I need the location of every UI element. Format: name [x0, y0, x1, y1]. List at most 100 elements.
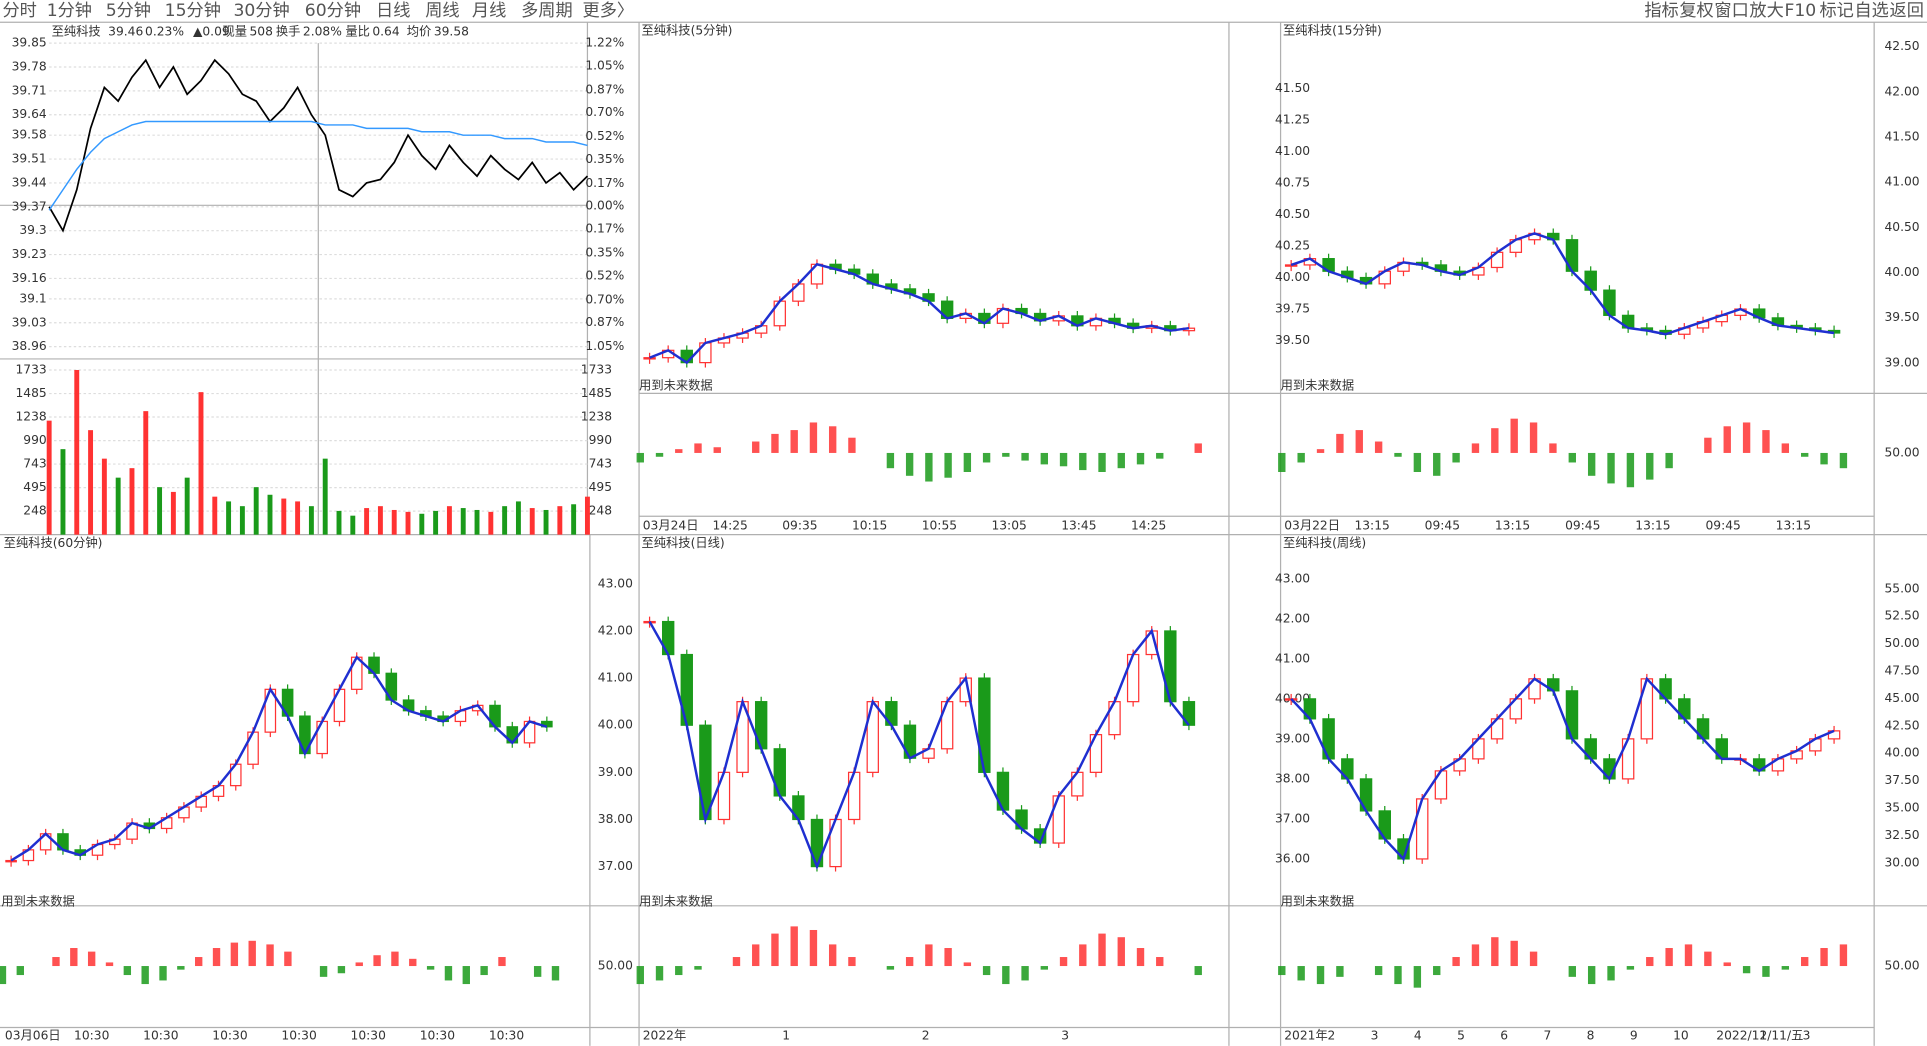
x-tick-label: 6	[1500, 1029, 1508, 1043]
oscillator-bar	[319, 966, 328, 977]
period-tab[interactable]: 分时	[2, 1, 36, 21]
toolbar-button[interactable]: 放大	[1749, 1, 1783, 21]
pct-tick-label: 0.70%	[585, 105, 624, 119]
period-tab[interactable]: 15分钟	[165, 1, 221, 21]
oscillator-bar	[1040, 452, 1049, 465]
field-value: 2.08%	[303, 25, 342, 39]
volume-bar	[584, 496, 590, 535]
oscillator-bar	[905, 957, 914, 967]
period-tab[interactable]: 多周期	[521, 1, 573, 21]
future-data-note: 用到未来数据	[1281, 894, 1355, 909]
oscillator-bar	[752, 944, 760, 967]
volume-bar	[336, 510, 342, 535]
period-tab[interactable]: 1分钟	[47, 1, 92, 21]
volume-tick-label: 1485	[581, 386, 612, 400]
period-tab[interactable]: 30分钟	[234, 1, 290, 21]
x-tick-label: 10:30	[351, 1029, 386, 1043]
oscillator-bar	[70, 948, 78, 967]
right-tick-label: 55.00	[1885, 581, 1920, 595]
oscillator-bar	[212, 948, 221, 967]
right-tick-label: 30.00	[1885, 855, 1920, 869]
oscillator-bar	[1510, 418, 1518, 453]
volume-bar	[74, 369, 80, 535]
oscillator-bar	[1510, 940, 1518, 967]
oscillator-bar	[1394, 452, 1402, 457]
volume-bar	[170, 491, 176, 535]
volume-bar	[364, 508, 370, 535]
volume-tick-label: 1733	[581, 362, 612, 376]
price-tick-label: 38.00	[598, 812, 633, 826]
oscillator-bar	[248, 940, 256, 967]
toolbar-button[interactable]: 自选	[1854, 1, 1888, 21]
volume-tick-label: 990	[589, 433, 612, 447]
price-tick-label: 39.1	[19, 291, 46, 305]
oscillator-bar	[1781, 443, 1790, 453]
oscillator-bar	[1156, 957, 1164, 967]
price-tick-label: 39.03	[12, 315, 47, 329]
volume-bar	[543, 509, 549, 535]
volume-tick-label: 1733	[15, 362, 46, 376]
oscillator-bar	[1742, 966, 1751, 974]
price-tick-label: 39.58	[12, 128, 47, 142]
oscillator-bar	[141, 966, 149, 985]
period-tab[interactable]: 更多〉	[583, 1, 635, 21]
toolbar-button[interactable]: 标记	[1819, 1, 1853, 21]
oscillator-bar	[1002, 452, 1010, 457]
change-pct: 0.23%	[145, 25, 184, 39]
x-tick-label: 10:30	[212, 1029, 247, 1043]
field-label: 换手	[276, 25, 301, 39]
period-tab[interactable]: 月线	[472, 1, 506, 21]
oscillator-bar	[886, 452, 895, 469]
pct-tick-label: 0.35%	[585, 246, 624, 260]
volume-bar	[502, 506, 508, 535]
toolbar-button[interactable]: 返回	[1890, 1, 1924, 21]
volume-tick-label: 495	[589, 480, 612, 494]
pct-tick-label: 1.22%	[585, 36, 624, 50]
oscillator-bar	[925, 452, 933, 482]
volume-bar	[350, 515, 356, 535]
oscillator-bar	[1723, 426, 1731, 453]
x-tick-label: 03月06日	[5, 1029, 61, 1043]
volume-bar	[433, 510, 439, 535]
oscillator-bar	[790, 430, 798, 453]
toolbar-button[interactable]: 复权	[1679, 1, 1713, 21]
toolbar-button[interactable]: F10	[1784, 1, 1816, 21]
price-tick-label: 39.78	[12, 59, 47, 73]
trend-line	[1290, 676, 1835, 862]
oscillator-bar	[1742, 422, 1751, 453]
oscillator-bar	[1568, 452, 1576, 463]
volume-bar	[115, 477, 121, 535]
toolbar-button[interactable]: 指标	[1644, 1, 1678, 21]
oscillator-bar	[1021, 452, 1029, 461]
future-data-note: 用到未来数据	[1, 894, 75, 909]
oscillator-bar	[636, 452, 644, 463]
x-tick-label: 2021年	[1284, 1029, 1327, 1043]
oscillator-bar	[230, 942, 239, 967]
volume-bar	[184, 477, 190, 535]
toolbar-button[interactable]: 窗口	[1714, 1, 1748, 21]
period-tab[interactable]: 周线	[425, 1, 459, 21]
price-tick-label: 41.00	[598, 671, 633, 685]
x-tick-label: 09:35	[782, 519, 817, 533]
price-tick-label: 40.75	[1275, 176, 1310, 190]
osc-tick-label: 50.00	[598, 959, 633, 973]
oscillator-bar	[1194, 443, 1202, 453]
period-tab[interactable]: 日线	[376, 1, 410, 21]
price-tick-label: 41.50	[1275, 81, 1310, 95]
right-tick-label: 39.50	[1885, 310, 1920, 324]
panel-title: 至纯科技(60分钟)	[4, 535, 103, 550]
volume-bar	[460, 508, 466, 535]
price-tick-label: 39.51	[12, 152, 47, 166]
oscillator-bar	[1568, 966, 1576, 977]
trend-line	[10, 655, 548, 862]
oscillator-bar	[1704, 951, 1712, 967]
pct-tick-label: 0.17%	[585, 176, 624, 190]
price-line	[48, 58, 589, 233]
volume-bar	[405, 511, 411, 535]
period-tab[interactable]: 5分钟	[106, 1, 151, 21]
volume-tick-label: 248	[23, 504, 46, 518]
volume-bar	[129, 468, 135, 535]
volume-bar	[143, 411, 149, 535]
period-tab[interactable]: 60分钟	[305, 1, 361, 21]
oscillator-bar	[462, 966, 470, 985]
